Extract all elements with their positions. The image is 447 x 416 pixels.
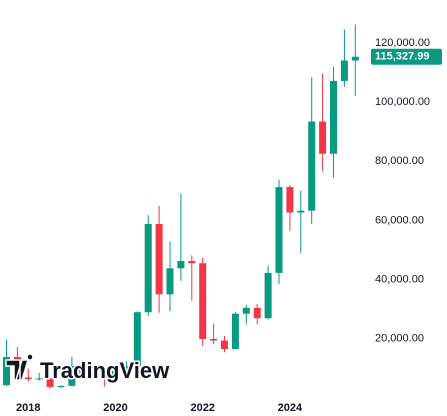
y-tick-label: 40,000.00 xyxy=(375,274,424,286)
candle-body xyxy=(101,376,109,380)
candle-body xyxy=(275,187,283,273)
candle-body xyxy=(319,121,327,154)
last-price-box xyxy=(371,48,442,65)
candle-body xyxy=(122,366,130,371)
candle-body xyxy=(24,377,32,380)
candle-body xyxy=(166,268,174,295)
candle-body xyxy=(35,378,43,380)
candle-body xyxy=(351,56,359,61)
candle-body xyxy=(264,272,272,319)
candle-body xyxy=(242,307,250,314)
x-tick-label: 2024 xyxy=(278,402,303,414)
candle-body xyxy=(68,365,76,386)
candle-body xyxy=(188,260,196,264)
candle-body xyxy=(221,340,228,350)
candle-body xyxy=(297,210,305,213)
y-tick-label: 20,000.00 xyxy=(375,333,424,345)
candle-body xyxy=(79,365,87,374)
candle-body xyxy=(210,339,218,341)
candle-body xyxy=(57,385,65,387)
x-tick-label: 2022 xyxy=(190,402,214,414)
candle-body xyxy=(155,224,163,295)
candle-body xyxy=(308,121,316,211)
logo-icon xyxy=(5,353,34,381)
x-tick-label: 2018 xyxy=(16,402,40,414)
last-price-label: 115,327.99 xyxy=(375,51,429,63)
candle-body xyxy=(46,378,54,387)
candle-body xyxy=(133,312,141,367)
watermark-text: TradingView xyxy=(40,358,170,383)
candle-body xyxy=(340,60,348,81)
candle-body xyxy=(144,224,152,313)
candle-body xyxy=(199,263,207,340)
candle-body xyxy=(231,313,239,350)
y-tick-label: 100,000.00 xyxy=(375,96,430,108)
watermark-logo: TradingView xyxy=(5,353,172,384)
candle-body xyxy=(90,373,98,377)
y-tick-label: 60,000.00 xyxy=(375,214,424,226)
y-tick-label: 80,000.00 xyxy=(375,155,424,167)
candle-body xyxy=(253,307,261,319)
candle-body xyxy=(286,187,294,213)
candle-body xyxy=(112,370,119,380)
candle-body xyxy=(330,80,337,154)
candle-body xyxy=(3,357,10,386)
y-tick-label: 120,000.00 xyxy=(375,37,430,49)
candle-body xyxy=(177,260,185,269)
x-tick-label: 2020 xyxy=(103,402,127,414)
